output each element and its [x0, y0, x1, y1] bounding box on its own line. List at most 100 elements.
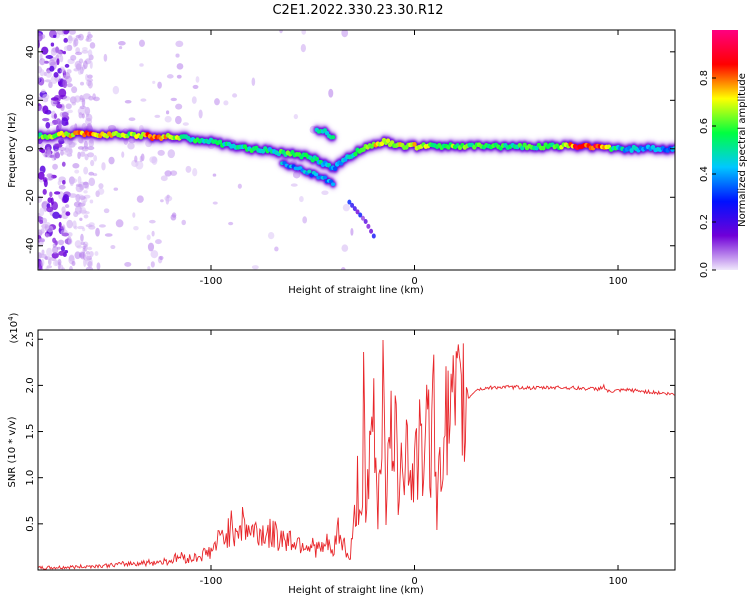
spectrogram-noise-cell: [50, 97, 59, 101]
spectrogram-noise-cell: [45, 55, 54, 59]
spectrogram-ridge-cell: [330, 135, 336, 140]
spectrogram-noise-cell: [155, 239, 162, 245]
colorbar-label: Normalized spectral amplitude: [737, 73, 748, 227]
spectrogram-noise-cell: [86, 79, 92, 87]
spectrogram-ridge-cell: [328, 179, 334, 184]
spectrogram-noise-cell: [44, 79, 52, 83]
spectrogram-noise-cell: [67, 34, 73, 44]
snr-plot-area: [38, 330, 675, 570]
spectrogram-noise-cell: [68, 145, 73, 154]
spectrogram-noise-cell: [88, 225, 96, 230]
spectrogram-noise-cell: [78, 112, 83, 119]
spectrogram-noise-cell: [232, 93, 238, 98]
spectrogram-noise-cell: [46, 265, 53, 269]
spectrogram-noise-cell: [62, 50, 66, 55]
spectrogram-noise-cell: [62, 194, 70, 203]
spectrogram-noise-cell: [136, 195, 144, 203]
spectrogram-noise-cell: [62, 96, 71, 101]
spectrogram-noise-cell: [53, 113, 57, 119]
snr-xtick-label: 0: [411, 576, 417, 587]
spectrogram-noise-cell: [96, 262, 101, 270]
spectrogram-noise-cell: [63, 147, 70, 153]
spectrogram-noise-cell: [192, 168, 198, 177]
spectrogram-noise-cell: [53, 191, 61, 195]
spectrogram-noise-cell: [192, 84, 199, 89]
spectrogram-noise-cell: [181, 219, 186, 226]
spectrogram-tail-cell: [352, 206, 357, 212]
spectrogram-noise-cell: [41, 46, 49, 55]
spectrogram-noise-cell: [38, 96, 43, 101]
spectrogram-ridge-cell: [379, 141, 385, 147]
spectrogram-noise-cell: [45, 233, 50, 238]
spectrogram-noise-cell: [185, 165, 192, 173]
spectrogram-noise-cell: [46, 206, 54, 213]
spectrogram-branch-upper: [312, 123, 338, 144]
spectrogram-noise-cell: [57, 258, 62, 266]
spectrogram-noise-cell: [341, 30, 349, 38]
spectrogram-noise-cell: [53, 34, 57, 38]
spectrogram-noise-cell: [60, 149, 64, 156]
spectrogram-noise-cell: [164, 195, 173, 202]
snr-panel: -100 0 100 0.5 1.0 1.5 2.0 2.5 Height of straig…: [7, 312, 676, 596]
spectrogram-noise-cell: [117, 41, 126, 46]
spectrogram-noise-cell: [43, 179, 48, 188]
spectrogram-noise-cell: [98, 183, 104, 189]
spectrogram-noise-cell: [89, 60, 93, 69]
spectrogram-x-label: Height of straight line (km): [288, 285, 424, 296]
spectrogram-noise-cell: [95, 227, 100, 237]
spectrogram-noise-cell: [54, 143, 63, 148]
spectrogram-noise-cell: [72, 220, 77, 229]
spectrogram-noise-cell: [74, 51, 83, 56]
spectrogram-noise-cell: [175, 115, 182, 125]
spectrogram-tail: [347, 199, 376, 239]
spectrogram-noise-cell: [44, 256, 48, 260]
spectrogram-noise-cell: [299, 196, 304, 203]
spectrogram-noise-cell: [71, 260, 76, 266]
colorbar-tick-label: 0.0: [699, 262, 710, 278]
spectrogram-noise-cell: [48, 173, 53, 181]
spectrogram-noise-cell: [85, 113, 93, 122]
spectrogram-ridge-cell: [307, 169, 312, 174]
spectrogram-noise-cell: [40, 239, 45, 243]
spectrogram-noise-cell: [267, 231, 275, 240]
spectrogram-noise-cell: [56, 30, 65, 35]
spectrogram-noise-cell: [49, 191, 53, 198]
spectrogram-noise-cell: [93, 96, 100, 102]
spectrogram-noise-cell: [80, 81, 85, 86]
spectrogram-noise-cell: [167, 149, 176, 159]
spectrogram-noise-cell: [140, 98, 147, 102]
spectrogram-noise-cell: [82, 93, 91, 100]
snr-series-line: [38, 339, 675, 570]
spectrogram-noise-cell: [38, 195, 43, 203]
spectrogram-noise-cell: [151, 230, 155, 237]
snr-ytick-label: 2.5: [25, 331, 36, 347]
spectrogram-ytick-label: 40: [25, 45, 36, 58]
spectrogram-noise-cell: [65, 211, 71, 216]
spectrogram-noise-cell: [38, 171, 45, 180]
spectrogram-noise-cell: [76, 245, 83, 249]
spectrogram-noise-cell: [83, 243, 88, 252]
spectrogram-noise-cell: [55, 118, 61, 125]
spectrogram-noise-cell: [165, 110, 170, 115]
spectrogram-ridge-cell: [313, 172, 319, 177]
spectrogram-noise-cell: [87, 74, 93, 79]
spectrogram-noise-cell: [70, 54, 77, 61]
spectrogram-noise-cell: [223, 100, 229, 106]
spectrogram-noise-cell: [115, 219, 124, 228]
spectrogram-tail-cell: [355, 209, 360, 215]
spectrogram-noise-cell: [64, 204, 70, 209]
spectrogram-noise-cell: [49, 65, 55, 72]
spectrogram-xtick-label: 100: [608, 276, 627, 287]
spectrogram-noise-cell: [62, 179, 66, 185]
spectrogram-noise-cell: [87, 260, 93, 268]
spectrogram-noise-cell: [212, 201, 218, 205]
spectrogram-noise-cell: [87, 49, 93, 58]
spectrogram-noise-cell: [63, 45, 71, 51]
spectrogram-noise-cell: [72, 163, 80, 169]
spectrogram-noise-cell: [69, 265, 73, 270]
spectrogram-noise-cell: [54, 259, 59, 267]
snr-ytick-label: 0.5: [25, 516, 36, 532]
spectrogram-noise-cell: [121, 151, 125, 158]
spectrogram-noise-cell: [42, 93, 50, 100]
colorbar-gradient: [712, 30, 738, 270]
